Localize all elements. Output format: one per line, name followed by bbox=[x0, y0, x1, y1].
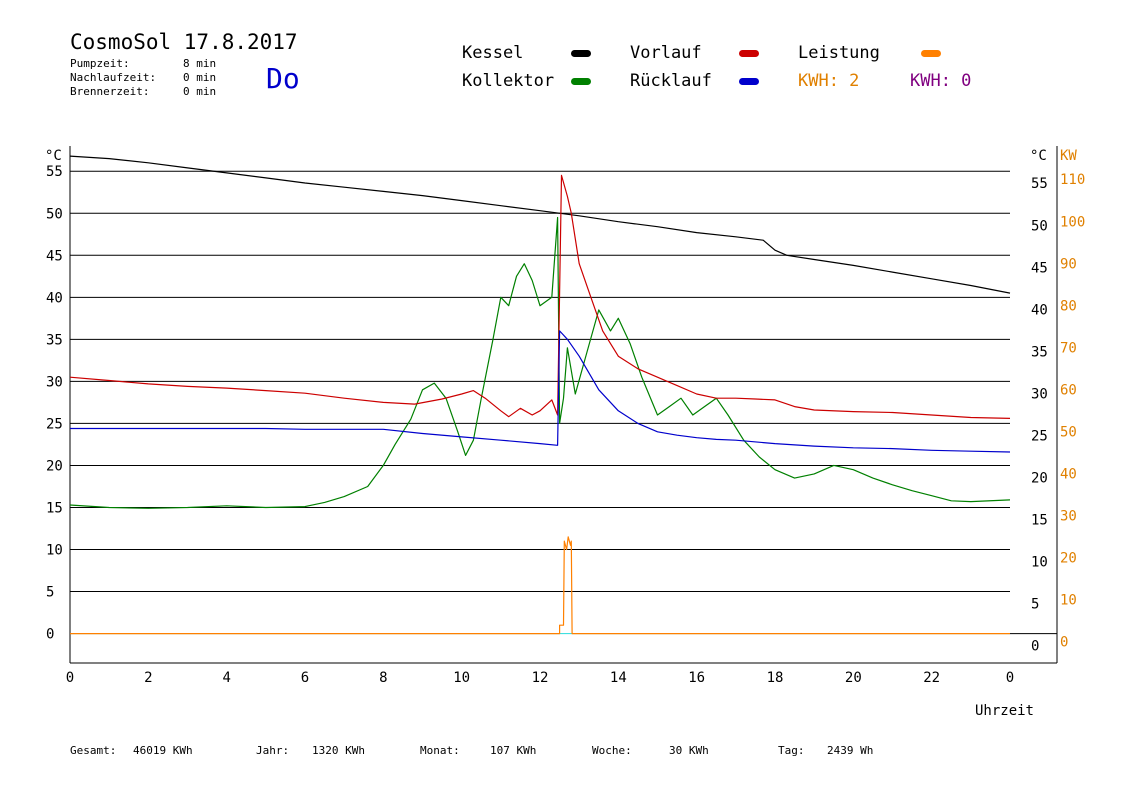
stat-brennerzeit-label: Brennerzeit: bbox=[70, 85, 150, 98]
x-axis-title: Uhrzeit bbox=[975, 703, 1034, 719]
y-right-tick-label: 45 bbox=[1031, 260, 1048, 276]
footer-woche-label: Woche: bbox=[592, 744, 632, 757]
legend-vorlauf-label: Vorlauf bbox=[630, 43, 702, 63]
legend-ruecklauf-label: Rücklauf bbox=[630, 71, 712, 91]
kw-tick-label: 80 bbox=[1060, 298, 1077, 314]
stat-pumpzeit-label: Pumpzeit: bbox=[70, 57, 130, 70]
weekday-label: Do bbox=[266, 62, 300, 95]
footer-tag-value: 2439 Wh bbox=[827, 744, 874, 757]
x-tick-label: 6 bbox=[301, 670, 309, 686]
footer-monat-value: 107 KWh bbox=[490, 744, 537, 757]
legend-leistung-swatch bbox=[921, 50, 941, 57]
x-tick-label: 20 bbox=[845, 670, 862, 686]
y-tick-label: 10 bbox=[46, 543, 63, 559]
kw-tick-label: 50 bbox=[1060, 424, 1077, 440]
x-tick-label: 18 bbox=[767, 670, 784, 686]
kw-tick-label: 70 bbox=[1060, 340, 1077, 356]
y-tick-label: 25 bbox=[46, 416, 63, 432]
kw-tick-label: 0 bbox=[1060, 635, 1068, 651]
legend-kollektor-label: Kollektor bbox=[462, 71, 555, 91]
y-tick-label: 30 bbox=[46, 374, 63, 390]
y-right-tick-label: 25 bbox=[1031, 428, 1048, 444]
y-tick-label: 15 bbox=[46, 500, 63, 516]
legend-kessel-swatch bbox=[571, 50, 591, 57]
y-tick-label: 45 bbox=[46, 248, 63, 264]
y-tick-label: 50 bbox=[46, 206, 63, 222]
series-line-vorlauf bbox=[69, 174, 1011, 419]
stat-brennerzeit-value: 0 min bbox=[183, 85, 217, 98]
kw-tick-label: 90 bbox=[1060, 256, 1077, 272]
y-tick-label: 55 bbox=[46, 164, 63, 180]
footer-jahr-label: Jahr: bbox=[256, 744, 290, 757]
stat-nachlaufzeit-value: 0 min bbox=[183, 71, 217, 84]
stat-nachlaufzeit-label: Nachlaufzeit: bbox=[70, 71, 157, 84]
kw-tick-label: 60 bbox=[1060, 382, 1077, 398]
x-tick-label: 22 bbox=[923, 670, 940, 686]
legend-leistung-label: Leistung bbox=[798, 43, 880, 63]
y-tick-label: 40 bbox=[46, 290, 63, 306]
y-tick-label: 5 bbox=[46, 585, 54, 601]
y-tick-label: 0 bbox=[46, 627, 54, 643]
x-tick-label: 0 bbox=[66, 670, 74, 686]
legend-ruecklauf-swatch bbox=[739, 78, 759, 85]
series-line-leistung bbox=[70, 536, 1010, 635]
y-right-tick-label: 35 bbox=[1031, 344, 1048, 360]
legend-kollektor-swatch bbox=[571, 78, 591, 85]
y-axis-unit-right: °C bbox=[1030, 148, 1047, 164]
x-tick-label: 12 bbox=[532, 670, 549, 686]
x-tick-label: 0 bbox=[1006, 670, 1014, 686]
series-line-kessel bbox=[69, 155, 1011, 294]
y-tick-label: 35 bbox=[46, 332, 63, 348]
legend-kessel-label: Kessel bbox=[462, 43, 524, 63]
kw-axis-unit: KW bbox=[1060, 148, 1077, 164]
y-right-tick-label: 55 bbox=[1031, 176, 1048, 192]
stat-pumpzeit-value: 8 min bbox=[183, 57, 217, 70]
footer-gesamt-value: 46019 KWh bbox=[133, 744, 193, 757]
y-right-tick-label: 40 bbox=[1031, 302, 1048, 318]
kw-tick-label: 110 bbox=[1060, 172, 1085, 188]
footer-gesamt-label: Gesamt: bbox=[70, 744, 117, 757]
y-right-tick-label: 30 bbox=[1031, 386, 1048, 402]
series-line-kollektor bbox=[69, 216, 1011, 509]
kw-tick-label: 30 bbox=[1060, 508, 1077, 524]
x-tick-label: 8 bbox=[379, 670, 387, 686]
page-title: CosmoSol 17.8.2017 bbox=[70, 30, 298, 54]
kw-tick-label: 100 bbox=[1060, 214, 1085, 230]
kw-tick-label: 10 bbox=[1060, 593, 1077, 609]
x-tick-label: 14 bbox=[610, 670, 627, 686]
footer-woche-value: 30 KWh bbox=[669, 744, 709, 757]
y-right-tick-label: 0 bbox=[1031, 639, 1039, 655]
y-right-tick-label: 5 bbox=[1031, 597, 1039, 613]
y-right-tick-label: 10 bbox=[1031, 555, 1048, 571]
y-axis-unit-left: °C bbox=[45, 148, 62, 164]
y-right-tick-label: 50 bbox=[1031, 218, 1048, 234]
footer-monat-label: Monat: bbox=[420, 744, 460, 757]
kw-tick-label: 40 bbox=[1060, 466, 1077, 482]
x-tick-label: 4 bbox=[222, 670, 230, 686]
x-tick-label: 2 bbox=[144, 670, 152, 686]
x-tick-label: 10 bbox=[453, 670, 470, 686]
x-tick-label: 16 bbox=[688, 670, 705, 686]
footer-jahr-value: 1320 KWh bbox=[312, 744, 365, 757]
series-line-ruecklauf bbox=[70, 330, 1011, 453]
y-tick-label: 20 bbox=[46, 458, 63, 474]
footer-tag-label: Tag: bbox=[778, 744, 805, 757]
kw-tick-label: 20 bbox=[1060, 551, 1077, 567]
kwh-solar-label: KWH: 2 bbox=[798, 71, 860, 91]
legend-vorlauf-swatch bbox=[739, 50, 759, 57]
kwh-burner-label: KWH: 0 bbox=[910, 71, 972, 91]
y-right-tick-label: 20 bbox=[1031, 470, 1048, 486]
y-right-tick-label: 15 bbox=[1031, 512, 1048, 528]
